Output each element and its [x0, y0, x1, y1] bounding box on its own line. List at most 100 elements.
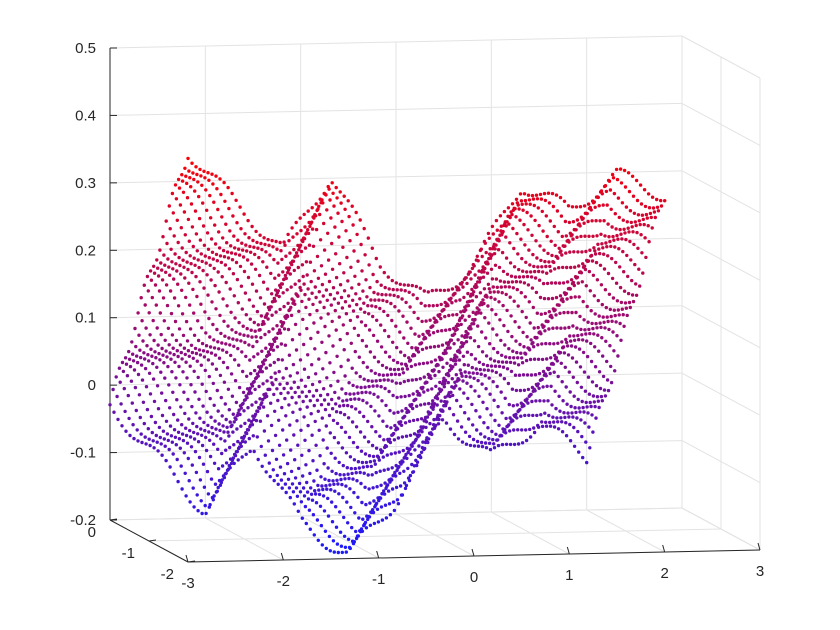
data-point [342, 412, 347, 417]
data-point [367, 384, 371, 389]
data-point [137, 333, 141, 337]
data-point [413, 363, 418, 367]
data-point [297, 279, 301, 283]
data-point [268, 363, 272, 367]
data-point [141, 400, 146, 404]
data-point [183, 276, 187, 280]
data-point [574, 360, 579, 364]
data-point [653, 215, 657, 220]
data-point [343, 300, 348, 304]
data-point [493, 418, 497, 423]
data-point [481, 400, 485, 404]
data-point [303, 384, 308, 388]
data-point [464, 276, 468, 280]
data-point [302, 237, 307, 241]
data-point [261, 405, 266, 409]
data-point [407, 410, 411, 414]
x-tick-mark [662, 544, 666, 553]
data-point [651, 206, 656, 210]
data-point [536, 382, 540, 386]
data-point [142, 351, 146, 355]
data-point [351, 223, 355, 227]
data-point [607, 327, 611, 332]
data-point [607, 235, 611, 239]
data-point [512, 299, 516, 303]
data-point [499, 390, 503, 394]
data-point [517, 267, 521, 272]
data-point [284, 490, 288, 495]
data-point [602, 388, 607, 392]
data-point [308, 224, 312, 229]
data-point [588, 248, 592, 252]
data-point [452, 432, 457, 437]
data-point [478, 415, 482, 419]
data-point [184, 360, 188, 364]
data-point [619, 338, 623, 342]
data-point [496, 438, 500, 442]
data-point [382, 489, 386, 493]
data-point [388, 367, 393, 371]
data-point [240, 307, 244, 311]
data-point [250, 282, 255, 286]
data-point [516, 442, 521, 446]
data-point [478, 367, 482, 372]
data-point [605, 359, 609, 364]
data-point [596, 333, 600, 337]
data-point [573, 345, 578, 349]
data-point [507, 423, 511, 427]
data-point [410, 444, 414, 448]
data-point [440, 382, 445, 386]
data-point [540, 377, 544, 381]
data-point [571, 324, 575, 328]
data-point [480, 268, 485, 272]
data-point [589, 341, 593, 346]
data-point [606, 319, 610, 324]
data-point [213, 223, 217, 227]
data-point [271, 468, 275, 472]
data-point [216, 447, 220, 451]
data-point [514, 388, 519, 393]
data-point [346, 416, 351, 420]
data-point [311, 394, 316, 398]
data-point [404, 434, 409, 438]
data-point [580, 434, 584, 439]
data-point [606, 222, 610, 226]
data-point [322, 509, 327, 513]
data-point [390, 318, 394, 323]
data-point [414, 377, 418, 382]
data-point [325, 298, 329, 302]
data-point [377, 373, 381, 377]
data-point [589, 404, 593, 409]
data-point [469, 384, 473, 389]
data-point [171, 390, 175, 394]
x-tick-mark [471, 548, 475, 557]
data-point [138, 415, 142, 420]
data-point [512, 428, 516, 432]
data-point [536, 206, 540, 210]
data-point [598, 321, 602, 325]
data-point [521, 275, 526, 279]
data-point [311, 513, 316, 517]
data-point [476, 378, 480, 383]
data-point [191, 356, 195, 360]
data-point [253, 267, 258, 271]
data-point [606, 271, 611, 276]
data-point [127, 416, 131, 421]
data-point [529, 338, 533, 342]
data-point [180, 246, 184, 250]
data-point [486, 426, 490, 430]
data-point [154, 303, 158, 307]
data-point [308, 399, 312, 403]
data-point [542, 191, 547, 196]
data-point [638, 183, 643, 187]
data-point [155, 365, 159, 369]
data-point [488, 447, 493, 452]
data-point [512, 361, 517, 365]
data-point [191, 421, 195, 426]
data-point [200, 382, 204, 386]
data-point [609, 314, 613, 319]
data-point [358, 430, 363, 434]
data-point [233, 316, 237, 320]
data-point [259, 335, 263, 340]
data-point [371, 486, 375, 490]
